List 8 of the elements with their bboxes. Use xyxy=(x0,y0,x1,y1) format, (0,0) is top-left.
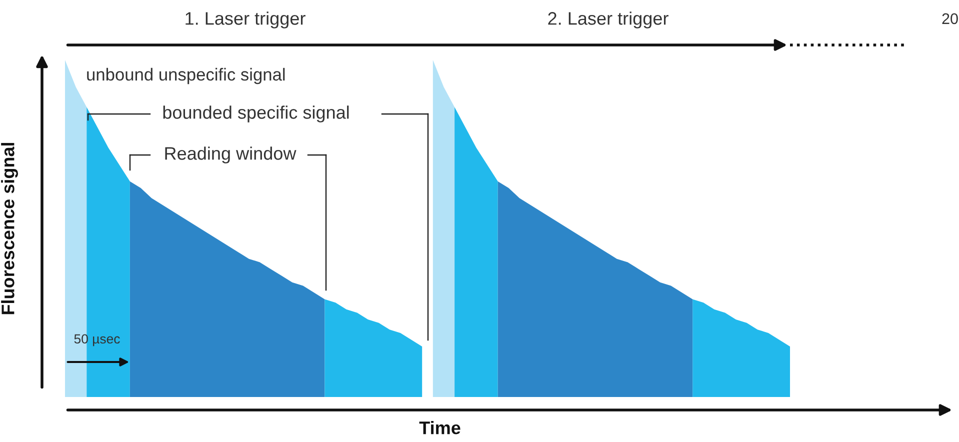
annotation: bounded specific signal xyxy=(163,106,349,122)
annotation: unbound unspecific signal xyxy=(87,68,285,84)
annotation: Reading window xyxy=(165,146,296,164)
text: 20 xyxy=(942,13,958,24)
x-axis-title: Time xyxy=(419,421,460,434)
text: 2. Laser trigger xyxy=(548,12,668,28)
y-axis-title: Fluorescence signal xyxy=(1,142,18,314)
text: 1. Laser trigger xyxy=(186,12,306,28)
